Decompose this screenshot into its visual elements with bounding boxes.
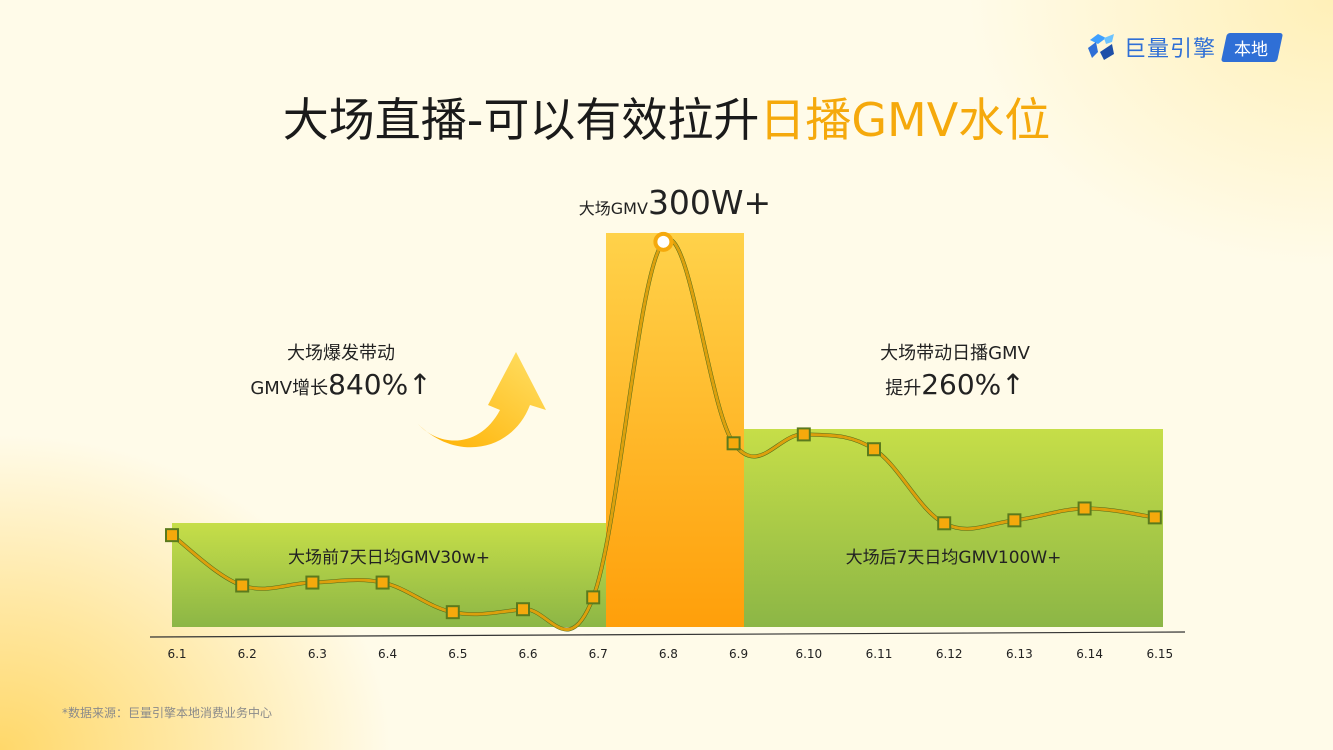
x-tick-label: 6.6	[518, 647, 537, 661]
lift-line1: 大场带动日播GMV	[880, 343, 1030, 364]
page-title: 大场直播-可以有效拉升日播GMV水位	[0, 84, 1333, 150]
x-axis	[149, 631, 1186, 638]
band-before-label: 大场前7天日均GMV30w+	[287, 548, 491, 568]
data-point	[516, 602, 530, 617]
footnote: *数据来源：巨量引擎本地消费业务中心	[62, 706, 273, 720]
data-point	[1147, 510, 1162, 525]
x-tick-label: 6.3	[308, 647, 327, 661]
data-point	[305, 575, 320, 590]
title-highlight: 日播GMV水位	[759, 93, 1051, 147]
data-point	[653, 231, 674, 252]
growth-prefix: GMV增长	[250, 378, 329, 400]
data-point	[1077, 501, 1092, 516]
brand-name: 巨量引擎	[1124, 37, 1217, 62]
data-point	[165, 528, 179, 543]
x-tick-label: 6.14	[1076, 647, 1103, 661]
growth-value: 840%	[328, 368, 409, 402]
data-point	[937, 516, 952, 531]
x-tick-label: 6.1	[167, 647, 186, 661]
curved-up-arrow-icon	[418, 352, 546, 448]
growth-annotation: 大场爆发带动 GMV增长840%↑	[236, 342, 446, 404]
peak-annotation: 大场GMV300W+	[540, 183, 810, 222]
band-after-label: 大场后7天日均GMV100W+	[845, 548, 1062, 568]
lift-prefix: 提升	[885, 378, 922, 400]
lift-value: 260%	[921, 368, 1002, 402]
up-arrow-icon: ↑	[1001, 368, 1025, 402]
peak-value: 300W+	[647, 183, 772, 222]
x-tick-label: 6.8	[659, 647, 678, 661]
x-tick-label: 6.5	[448, 647, 467, 661]
data-point	[586, 590, 601, 605]
up-arrow-icon: ↑	[408, 368, 432, 402]
peak-prefix: 大场GMV	[578, 199, 648, 218]
data-point	[235, 578, 250, 593]
x-tick-label: 6.12	[936, 647, 963, 661]
data-point	[445, 605, 460, 620]
x-tick-label: 6.2	[238, 647, 257, 661]
data-point	[726, 436, 741, 451]
lift-annotation: 大场带动日播GMV 提升260%↑	[850, 342, 1060, 404]
x-tick-label: 6.13	[1006, 647, 1033, 661]
x-tick-label: 6.11	[866, 647, 893, 661]
band-before	[172, 523, 606, 627]
x-tick-label: 6.7	[589, 647, 608, 661]
x-tick-label: 6.4	[378, 647, 397, 661]
data-point	[867, 442, 881, 457]
data-point	[375, 575, 390, 590]
growth-line1: 大场爆发带动	[287, 343, 395, 364]
data-point	[1007, 513, 1022, 528]
x-tick-label: 6.15	[1146, 647, 1173, 661]
x-tick-label: 6.9	[729, 647, 748, 661]
band-peak	[606, 233, 744, 627]
x-tick-label: 6.10	[795, 647, 822, 661]
data-point	[796, 427, 811, 442]
brand-logo: 巨量引擎 本地	[1084, 30, 1284, 64]
brand-logo-icon	[1088, 34, 1114, 60]
title-main: 大场直播-可以有效拉升	[282, 93, 760, 147]
